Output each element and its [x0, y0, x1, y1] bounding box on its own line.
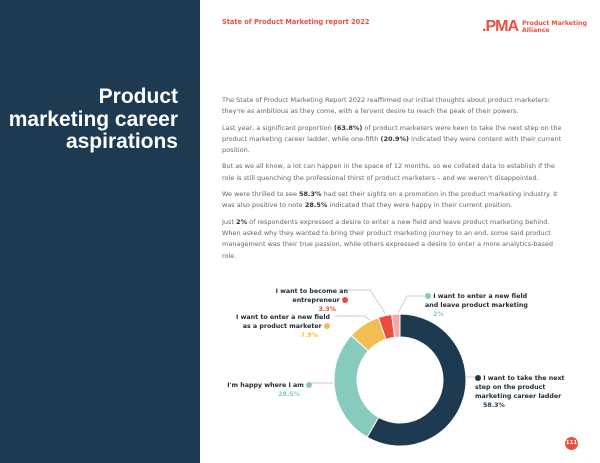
callout-leave-pm: I want to enter a new field and leave pr… — [425, 293, 528, 318]
pma-logo: .PMA Product Marketing Alliance — [482, 18, 587, 36]
callout-entrepreneur: I want to become an entrepreneur 3.3% — [275, 288, 348, 313]
logo-text: Product Marketing Alliance — [522, 19, 587, 35]
paragraph-3: But as we all know, a lot can happen in … — [222, 162, 555, 182]
report-title: State of Product Marketing report 2022 — [222, 18, 370, 26]
logo-mark: .PMA — [482, 18, 519, 35]
donut-chart: I want to become an entrepreneur 3.3% I … — [200, 280, 600, 463]
legend-dot-icon — [475, 375, 481, 381]
paragraph-5: Just 2% of respondents expressed a desir… — [222, 217, 554, 260]
donut-segment — [333, 334, 380, 438]
paragraph-2: Last year, a significant proportion (63.… — [222, 123, 562, 155]
section-title: Product marketing career aspirations — [8, 85, 178, 153]
donut-svg — [311, 289, 475, 447]
legend-dot-icon — [342, 297, 348, 303]
callout-happy: I'm happy where I am 28.5% — [220, 381, 312, 399]
paragraph-4: We were thrilled to see 58.3% had set th… — [222, 190, 558, 210]
legend-dot-icon — [306, 382, 312, 388]
body-text: The State of Product Marketing Report 20… — [222, 95, 567, 267]
sidebar-panel: Product marketing career aspirations — [0, 0, 200, 463]
legend-dot-icon — [425, 293, 431, 299]
donut-segment — [366, 313, 467, 447]
callout-next-step: I want to take the next step on the prod… — [475, 375, 565, 409]
legend-dot-icon — [324, 323, 330, 329]
callout-new-field: I want to enter a new field as a product… — [236, 314, 330, 339]
page-number: 111 — [565, 437, 578, 450]
paragraph-1: The State of Product Marketing Report 20… — [222, 96, 551, 116]
donut-segment — [391, 313, 401, 338]
